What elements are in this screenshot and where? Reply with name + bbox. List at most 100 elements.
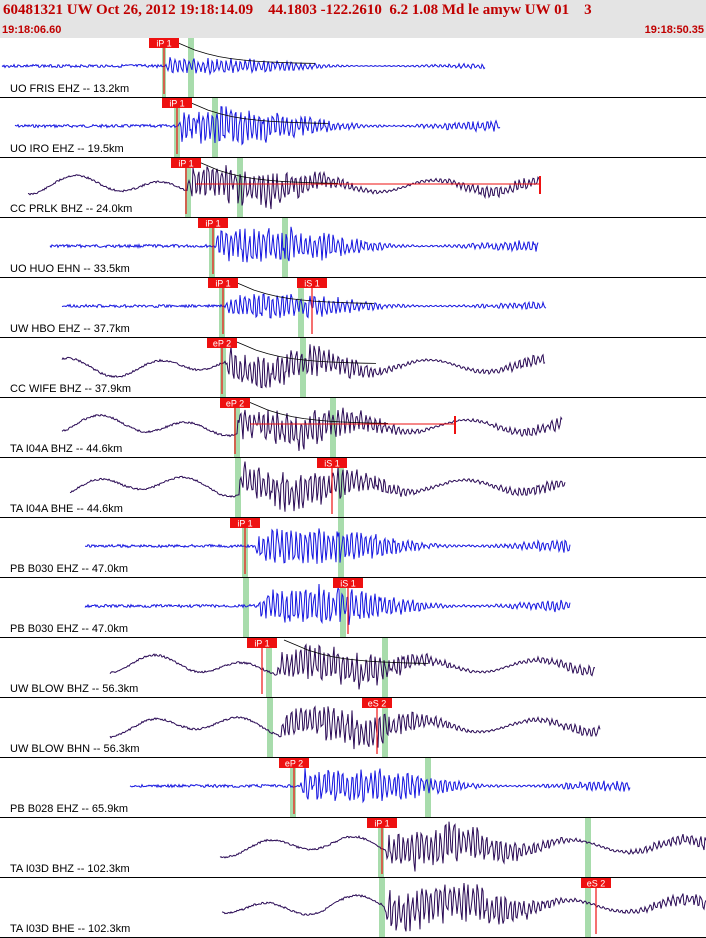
station-label: PB B030 EHZ -- 47.0km (10, 623, 128, 635)
p-pick-flag (171, 158, 201, 168)
phase-window (209, 218, 215, 278)
waveform (61, 344, 546, 389)
station-label: CC PRLK BHZ -- 24.0km (10, 203, 132, 215)
trace-row[interactable]: iP 1 UO IRO EHZ -- 19.5km (0, 98, 706, 158)
s-pick-flag (581, 878, 611, 888)
phase-window (382, 638, 388, 698)
waveform (221, 883, 706, 932)
s-pick-flag (297, 278, 327, 288)
header-bar: 60481321 UW Oct 26, 2012 19:18:14.09 44.… (0, 0, 706, 38)
phase-window (382, 698, 388, 758)
p-pick-flag (247, 638, 277, 648)
station-label: UO HUO EHN -- 33.5km (10, 263, 130, 275)
waveform (61, 407, 563, 451)
phase-window (235, 458, 241, 518)
p-pick-label: iP 1 (205, 219, 220, 229)
seismogram-panel[interactable]: iP 1 UO FRIS EHZ -- 13.2km iP 1 UO IRO EHZ … (0, 38, 706, 938)
p-pick-flag (230, 518, 260, 528)
p-pick-flag (149, 38, 179, 48)
phase-window (267, 698, 273, 758)
waveform (219, 821, 706, 872)
waveform (69, 461, 566, 512)
waveform (14, 106, 501, 146)
station-label: TA I04A BHZ -- 44.6km (10, 443, 122, 455)
trace-row[interactable]: iP 1 CC PRLK BHZ -- 24.0km (0, 158, 706, 218)
trace-row[interactable]: eP 2 PB B028 EHZ -- 65.9km (0, 758, 706, 818)
phase-window (290, 758, 296, 818)
phase-window (585, 818, 591, 878)
station-label: TA I03D BHZ -- 102.3km (10, 863, 130, 875)
phase-window (330, 398, 336, 458)
start-time: 19:18:06.60 (2, 24, 62, 36)
waveform (129, 768, 631, 804)
coda-curve (193, 159, 339, 184)
p-pick-label: iP 1 (156, 39, 171, 49)
phase-window (237, 158, 243, 218)
phase-window (340, 578, 346, 638)
phase-window (266, 638, 272, 698)
waveform (84, 583, 571, 625)
station-label: UW BLOW BHN -- 56.3km (10, 743, 140, 755)
coda-curve (231, 339, 377, 364)
s-pick-label: iS 1 (340, 579, 356, 589)
s-pick-label: eS 2 (587, 879, 606, 889)
s-pick-flag (333, 578, 363, 588)
coda-curve (283, 639, 429, 664)
waveform (61, 293, 547, 319)
p-pick-label: iP 1 (215, 279, 230, 289)
waveform (84, 528, 571, 564)
s-pick-label: iS 1 (304, 279, 320, 289)
waveform (1, 57, 486, 76)
p-pick-label: iP 1 (237, 519, 252, 529)
waveform (27, 165, 541, 210)
station-label: TA I03D BHE -- 102.3km (10, 923, 130, 935)
trace-row[interactable]: iP 1 UW BLOW BHZ -- 56.3km (0, 638, 706, 698)
trace-row[interactable]: iS 1 TA I04A BHE -- 44.6km (0, 458, 706, 518)
p-pick-label: iP 1 (169, 99, 184, 109)
phase-window (338, 518, 344, 578)
waveform (109, 705, 601, 750)
station-label: CC WIFE BHZ -- 37.9km (10, 383, 131, 395)
p-pick-label: eP 2 (285, 759, 303, 769)
coda-curve (183, 99, 329, 124)
station-label: UW HBO EHZ -- 37.7km (10, 323, 130, 335)
end-time: 19:18:50.35 (644, 24, 704, 36)
phase-window (220, 338, 226, 398)
s-pick-label: eS 2 (368, 699, 387, 709)
coda-curve (229, 279, 375, 304)
coda-curve (243, 399, 389, 424)
p-pick-flag (367, 818, 397, 828)
waveform (49, 226, 539, 263)
trace-row[interactable]: eP 2 CC WIFE BHZ -- 37.9km (0, 338, 706, 398)
trace-row[interactable]: iP 1 TA I03D BHZ -- 102.3km (0, 818, 706, 878)
event-title: 60481321 UW Oct 26, 2012 19:18:14.09 44.… (3, 2, 592, 18)
phase-window (379, 878, 385, 938)
p-pick-flag (207, 338, 237, 348)
s-pick-label: iS 1 (324, 459, 340, 469)
p-pick-label: eP 2 (213, 339, 231, 349)
coda-curve (170, 39, 316, 64)
phase-window (243, 578, 249, 638)
station-label: UW BLOW BHZ -- 56.3km (10, 683, 138, 695)
p-pick-label: iP 1 (374, 819, 389, 829)
phase-window (212, 98, 218, 158)
trace-row[interactable]: iP 1 iS 1 UW HBO EHZ -- 37.7km (0, 278, 706, 338)
p-pick-flag (220, 398, 250, 408)
station-label: UO FRIS EHZ -- 13.2km (10, 83, 129, 95)
p-pick-flag (198, 218, 228, 228)
trace-row[interactable]: iS 1 PB B030 EHZ -- 47.0km (0, 578, 706, 638)
p-pick-flag (279, 758, 309, 768)
station-label: TA I04A BHE -- 44.6km (10, 503, 123, 515)
trace-row[interactable]: eP 2 TA I04A BHZ -- 44.6km (0, 398, 706, 458)
p-pick-flag (208, 278, 238, 288)
trace-row[interactable]: iP 1 UO FRIS EHZ -- 13.2km (0, 38, 706, 98)
phase-window (219, 278, 225, 338)
trace-row[interactable]: iP 1 UO HUO EHN -- 33.5km (0, 218, 706, 278)
s-pick-flag (317, 458, 347, 468)
trace-row[interactable]: eS 2 UW BLOW BHN -- 56.3km (0, 698, 706, 758)
trace-row[interactable]: eS 2 TA I03D BHE -- 102.3km (0, 878, 706, 938)
p-pick-label: eP 2 (226, 399, 244, 409)
p-pick-label: iP 1 (178, 159, 193, 169)
waveform (109, 643, 596, 690)
trace-row[interactable]: iP 1 PB B030 EHZ -- 47.0km (0, 518, 706, 578)
